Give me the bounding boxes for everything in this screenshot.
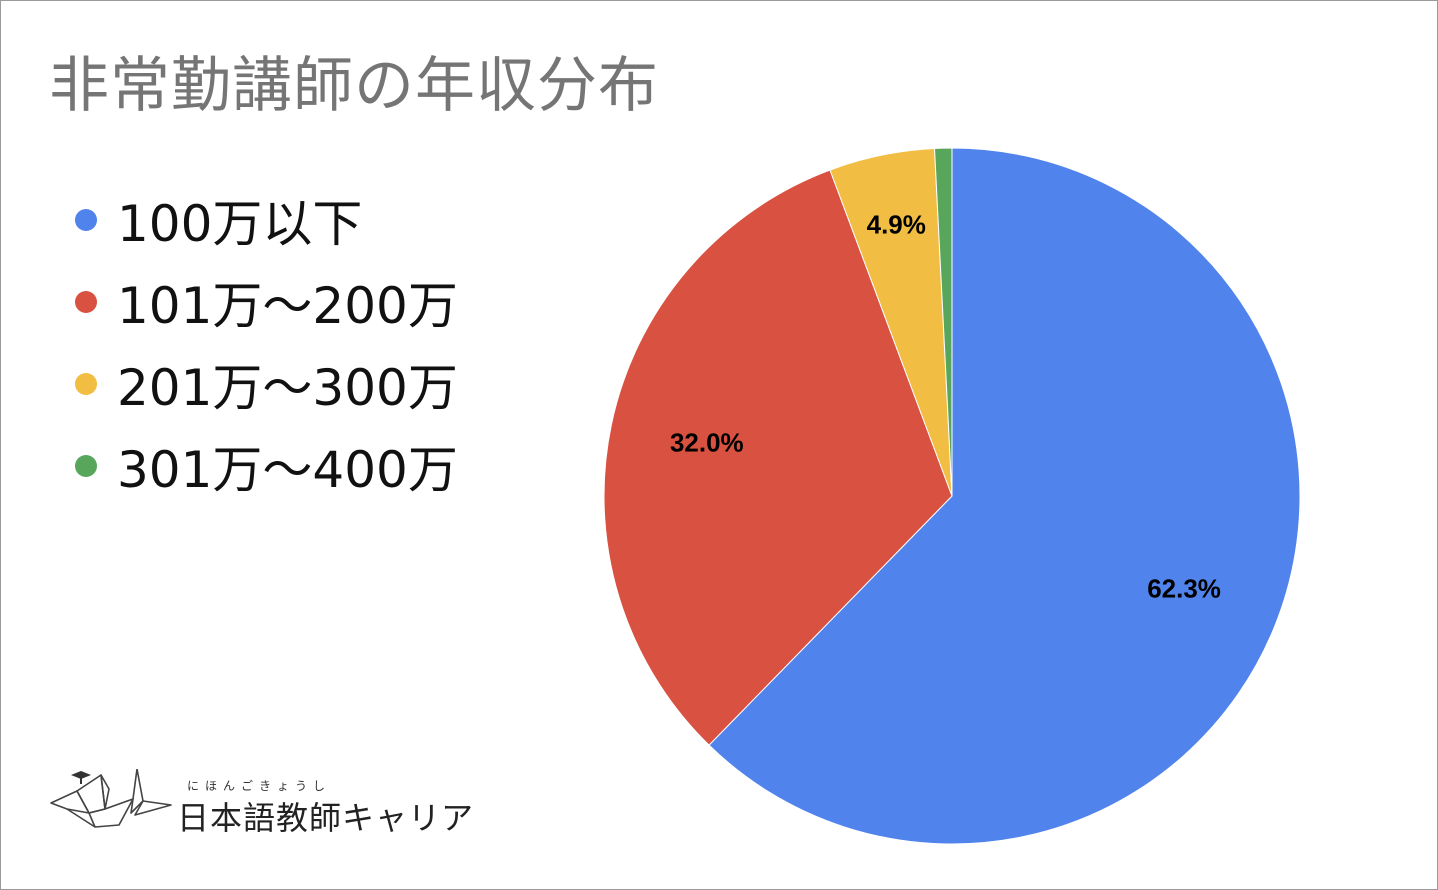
legend-label: 201万〜300万: [117, 359, 458, 417]
legend-label: 101万〜200万: [117, 277, 458, 335]
legend-label: 301万〜400万: [117, 441, 458, 499]
slice-label: 4.9%: [867, 210, 926, 240]
legend-item: 201万〜300万: [75, 343, 458, 425]
legend-swatch: [75, 455, 97, 477]
slice-label: 62.3%: [1147, 573, 1221, 603]
brand-logo: にほんごきょうし 日本語教師キャリア: [49, 769, 479, 845]
legend-item: 301万〜400万: [75, 425, 458, 507]
pie-slice: [603, 169, 953, 746]
legend-item: 101万〜200万: [75, 261, 458, 343]
pie-slice: [708, 147, 1301, 845]
paper-crane-icon: [50, 769, 172, 828]
legend-item: 100万以下: [75, 179, 458, 261]
legend-swatch: [75, 373, 97, 395]
legend-swatch: [75, 291, 97, 313]
legend-swatch: [75, 209, 97, 231]
slice-label: 32.0%: [670, 427, 744, 457]
brand-furigana: にほんごきょうし: [187, 779, 332, 793]
chart-legend: 100万以下 101万〜200万 201万〜300万 301万〜400万: [75, 179, 458, 507]
chart-title: 非常勤講師の年収分布: [49, 51, 659, 121]
legend-label: 100万以下: [117, 195, 363, 253]
brand-name: 日本語教師キャリア: [177, 799, 475, 837]
pie-slice: [933, 147, 953, 497]
